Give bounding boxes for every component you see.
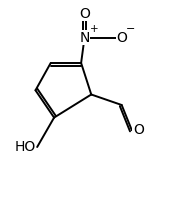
Text: N: N (79, 31, 90, 45)
Text: O: O (133, 123, 144, 137)
Text: O: O (116, 31, 127, 45)
Text: HO: HO (14, 140, 35, 154)
Text: O: O (79, 7, 90, 21)
Text: −: − (126, 24, 136, 34)
Text: +: + (89, 24, 98, 34)
